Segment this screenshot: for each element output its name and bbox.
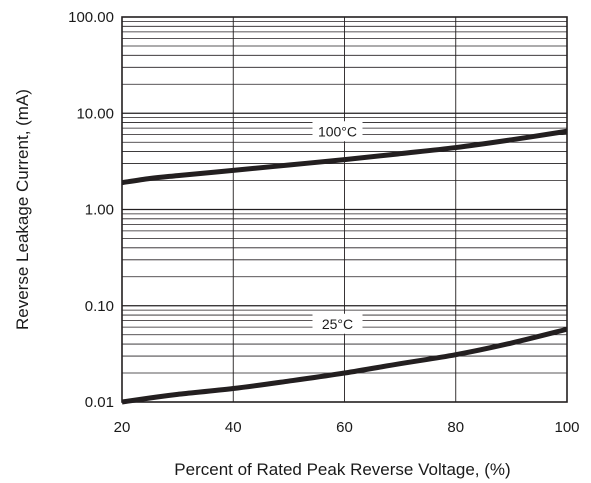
series-line bbox=[121, 326, 568, 405]
x-tick-label: 100 bbox=[554, 419, 579, 436]
y-tick-label: 100.00 bbox=[68, 9, 114, 26]
series-label: 100°C bbox=[318, 123, 357, 139]
series-label-group: 100°C bbox=[312, 121, 363, 142]
plot-frame bbox=[121, 16, 568, 403]
y-tick-label: 0.10 bbox=[85, 298, 114, 315]
series-label-bg bbox=[312, 313, 363, 334]
series-lines: 100°C 25°C bbox=[121, 121, 568, 405]
x-tick-label: 80 bbox=[447, 419, 464, 436]
series-label: 25°C bbox=[322, 316, 353, 332]
x-axis-label: Percent of Rated Peak Reverse Voltage, (… bbox=[174, 460, 510, 479]
y-tick-labels: 0.01 0.10 1.00 10.00 100.00 bbox=[68, 9, 114, 411]
y-tick-label: 10.00 bbox=[76, 105, 114, 122]
series-line bbox=[121, 128, 568, 186]
series-label-bg bbox=[312, 121, 363, 142]
y-axis-label: Reverse Leakage Current, (mA) bbox=[13, 89, 32, 330]
y-tick-label: 0.01 bbox=[85, 394, 114, 411]
y-tick-label: 1.00 bbox=[85, 202, 114, 219]
x-tick-labels: 20 40 60 80 100 bbox=[114, 419, 580, 436]
x-tick-label: 20 bbox=[114, 419, 131, 436]
x-tick-label: 40 bbox=[225, 419, 242, 436]
series-label-group: 25°C bbox=[312, 313, 363, 334]
x-tick-label: 60 bbox=[336, 419, 353, 436]
